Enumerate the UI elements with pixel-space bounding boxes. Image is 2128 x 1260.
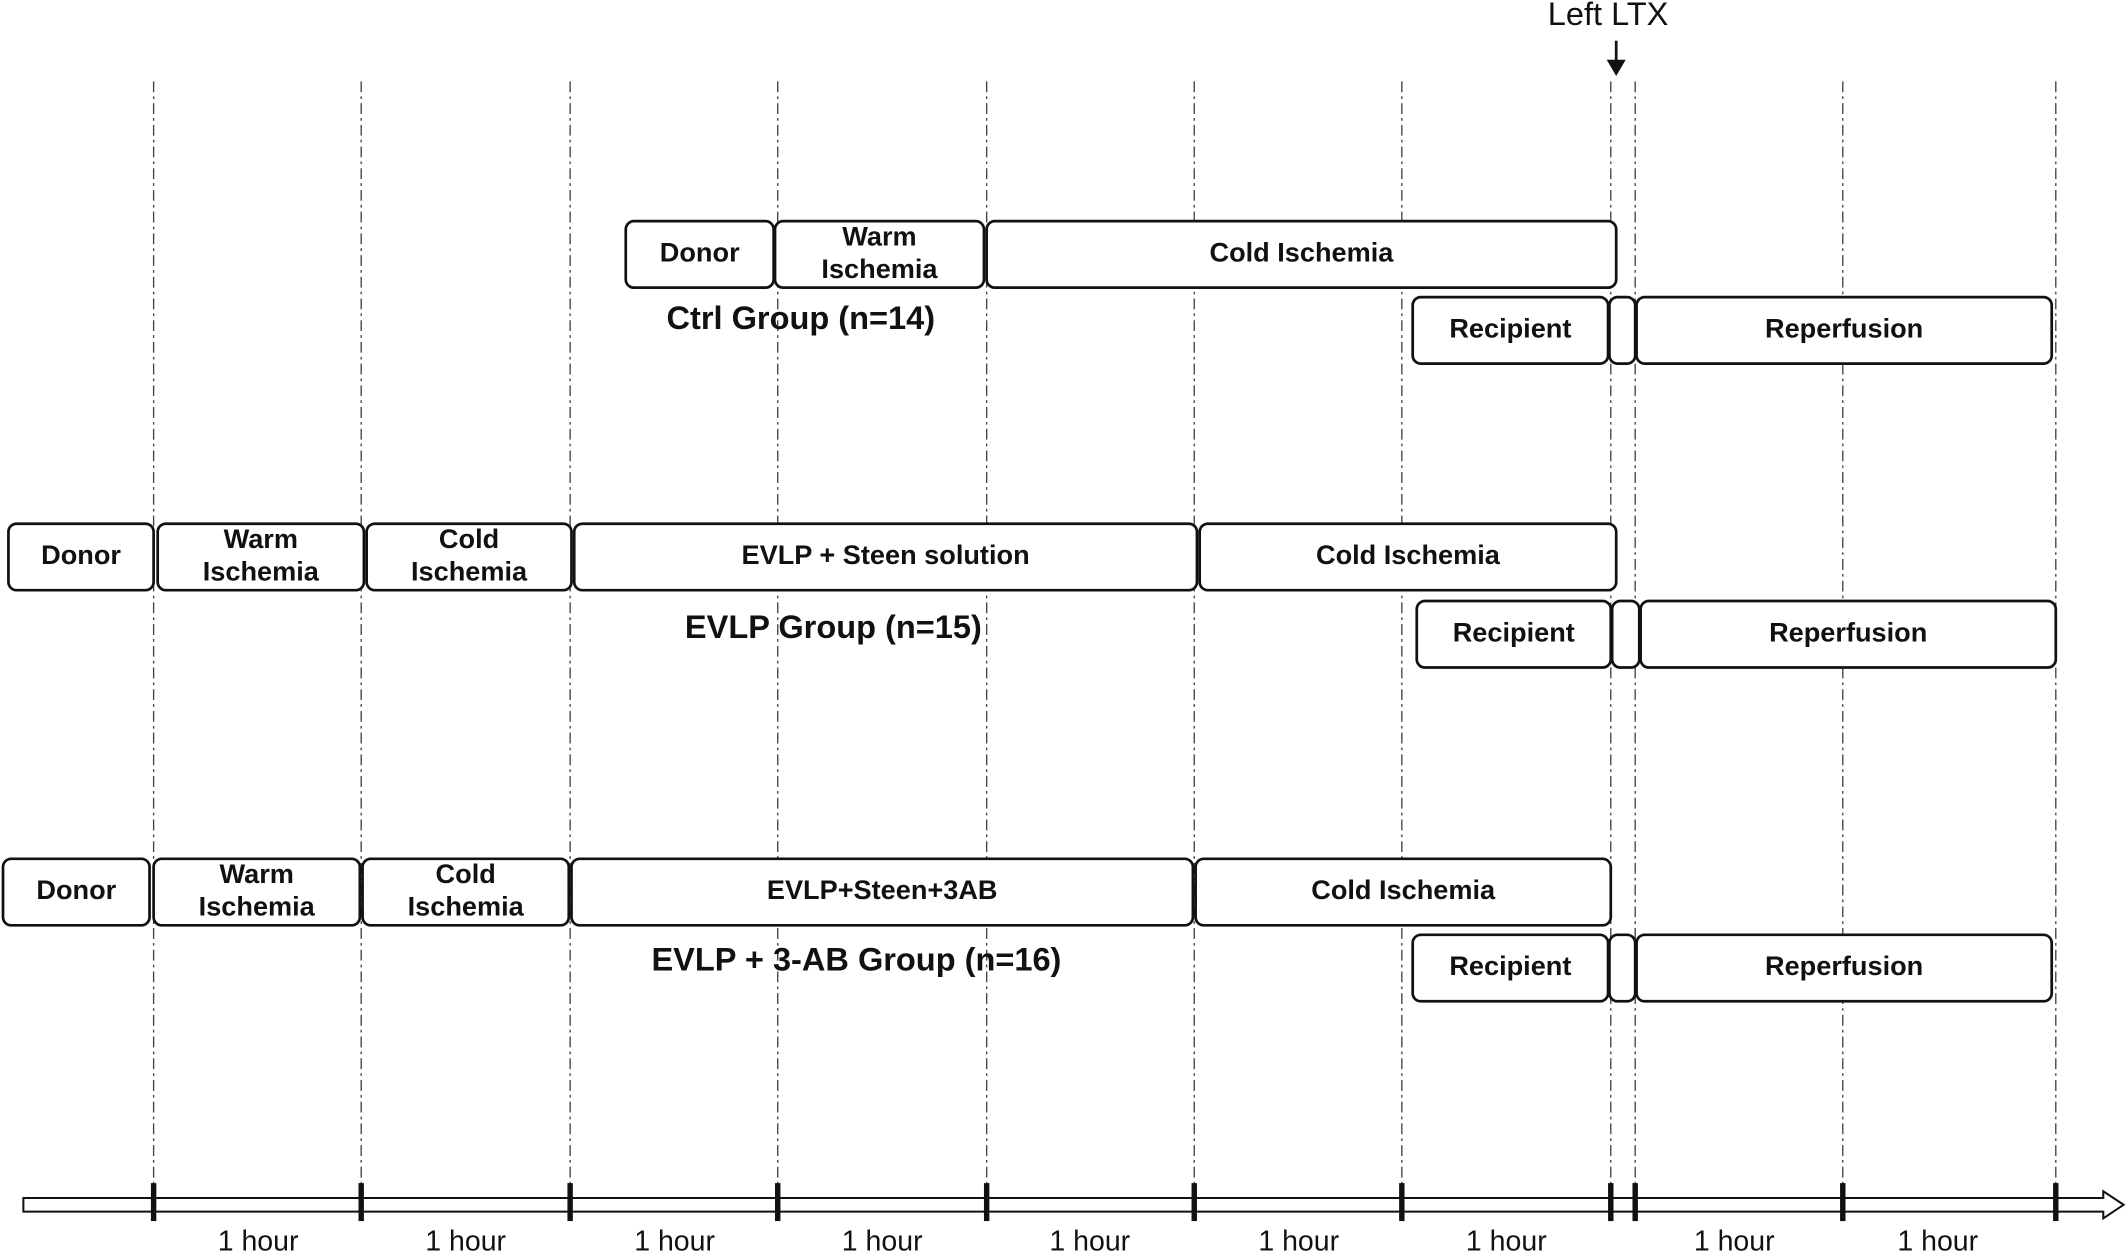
donor-phase-label: Cold [439, 523, 499, 554]
donor-phase-label: Cold Ischemia [1209, 237, 1394, 268]
donor-phase-label: Ischemia [411, 555, 528, 586]
donor-phase-label: Warm [224, 523, 298, 554]
donor-phase [572, 522, 1199, 592]
recipient-phase-label: Recipient [1453, 616, 1575, 647]
donor-phase [985, 219, 1618, 289]
donor-phase [152, 857, 362, 927]
recipient-phase-label: Reperfusion [1765, 313, 1923, 344]
donor-phase-label: EVLP+Steen+3AB [767, 874, 998, 905]
transplant-gap [1610, 599, 1641, 669]
hour-label: 1 hour [1694, 1225, 1775, 1255]
hour-label: 1 hour [842, 1225, 923, 1255]
donor-phase [1198, 522, 1618, 592]
hour-label: 1 hour [1897, 1225, 1978, 1255]
recipient-phase-label: Recipient [1449, 950, 1571, 981]
group-title: EVLP Group (n=15) [685, 609, 982, 645]
hour-label: 1 hour [425, 1225, 506, 1255]
donor-phase-label: Cold Ischemia [1316, 539, 1501, 570]
donor-phase [361, 857, 571, 927]
hour-label: 1 hour [1049, 1225, 1130, 1255]
donor-phase [1, 857, 151, 927]
hour-label: 1 hour [1466, 1225, 1547, 1255]
donor-phase-label: Ischemia [199, 891, 316, 922]
hour-label: 1 hour [218, 1225, 299, 1255]
donor-phase-label: Donor [660, 237, 740, 268]
donor-phase-label: Ischemia [821, 253, 938, 284]
donor-phase [365, 522, 573, 592]
donor-phase [7, 522, 155, 592]
time-axis [22, 1189, 2126, 1221]
donor-phase-label: Ischemia [408, 891, 525, 922]
donor-phase [773, 219, 986, 289]
donor-phase-label: Donor [41, 539, 121, 570]
group-title: Ctrl Group (n=14) [667, 300, 936, 336]
hour-label: 1 hour [634, 1225, 715, 1255]
donor-phase-label: Warm [842, 220, 916, 251]
donor-phase-label: Cold [436, 858, 496, 889]
transplant-gap [1608, 933, 1637, 1003]
arrow-head [1606, 59, 1626, 76]
donor-phase [1194, 857, 1613, 927]
recipient-phase-label: Recipient [1449, 313, 1571, 344]
donor-phase-label: Ischemia [203, 555, 320, 586]
donor-phase [570, 857, 1195, 927]
transplant-gap [1608, 295, 1637, 365]
donor-phase-label: EVLP + Steen solution [742, 539, 1030, 570]
recipient-phase-label: Reperfusion [1765, 950, 1923, 981]
donor-phase-label: Donor [36, 874, 116, 905]
group-title: EVLP + 3-AB Group (n=16) [651, 942, 1061, 978]
hour-label: 1 hour [1258, 1225, 1339, 1255]
donor-phase-label: Cold Ischemia [1311, 874, 1496, 905]
recipient-phase-label: Reperfusion [1769, 616, 1927, 647]
left-ltx-label: Left LTX [1548, 0, 1669, 32]
donor-phase-label: Warm [220, 858, 294, 889]
donor-phase [156, 522, 366, 592]
